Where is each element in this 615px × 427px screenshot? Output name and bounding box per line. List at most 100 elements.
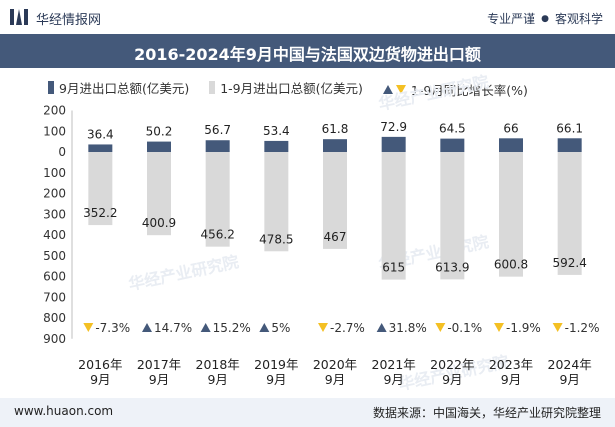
- chart-legend: 9月进出口总额(亿美元) 1-9月进出口总额(亿美元) 1-9月同比增长率(%): [48, 78, 544, 99]
- legend-label-monthly: 9月进出口总额(亿美元): [59, 81, 190, 96]
- growth-label: -1.9%: [506, 321, 541, 335]
- data-label-cumulative: 615: [382, 261, 405, 275]
- footer-source: 数据来源：中国海关，华经产业研究院整理: [372, 406, 601, 420]
- data-label-monthly: 72.9: [380, 120, 407, 134]
- data-label-cumulative: 456.2: [200, 228, 234, 242]
- bar-cumulative: [440, 152, 465, 280]
- data-label-cumulative: 592.4: [552, 256, 586, 270]
- bar-cumulative: [88, 152, 113, 226]
- legend-item-growth: 1-9月同比增长率(%): [382, 80, 528, 99]
- top-bar: 华经情报网 专业严谨 ● 客观科学: [0, 0, 615, 34]
- growth-marker-down: [318, 323, 328, 332]
- growth-marker-up: [200, 323, 211, 332]
- growth-label: 31.8%: [389, 321, 427, 335]
- legend-item-monthly: 9月进出口总额(亿美元): [48, 78, 189, 97]
- data-label-cumulative: 600.8: [494, 258, 528, 272]
- bar-monthly: [381, 136, 406, 152]
- x-category-label: 9月: [501, 372, 521, 387]
- x-category-label: 9月: [266, 372, 286, 387]
- y-tick-label: 200: [43, 187, 66, 201]
- growth-marker-down: [83, 323, 94, 332]
- watermark-text: 华经产业研究院: [377, 72, 491, 114]
- triangle-down-icon: [395, 85, 406, 94]
- y-tick-label: 200: [43, 104, 66, 118]
- data-label-cumulative: 400.9: [142, 216, 176, 230]
- tagline-right: 客观科学: [554, 12, 603, 26]
- growth-marker-down: [435, 323, 446, 332]
- growth-label: 15.2%: [213, 321, 251, 335]
- growth-label: -2.7%: [330, 321, 365, 335]
- growth-label: 5%: [271, 321, 290, 335]
- growth-label: 14.7%: [154, 321, 192, 335]
- x-category-label: 2020年: [313, 357, 357, 372]
- bar-monthly: [499, 138, 523, 152]
- y-tick-label: 600: [43, 270, 66, 284]
- growth-marker-up: [142, 323, 152, 332]
- data-label-monthly: 66.1: [556, 121, 583, 135]
- x-category-label: 9月: [383, 372, 403, 387]
- growth-label: -7.3%: [95, 321, 130, 335]
- x-category-label: 2022年: [430, 357, 474, 372]
- tagline: 专业严谨 ● 客观科学: [487, 10, 603, 27]
- bar-cumulative: [205, 152, 230, 247]
- y-tick-label: 800: [43, 311, 66, 325]
- x-category-label: 9月: [559, 372, 579, 387]
- growth-label: -0.1%: [447, 321, 482, 335]
- x-category-label: 9月: [442, 372, 462, 387]
- x-category-label: 2024年: [548, 357, 592, 372]
- growth-marker-down: [552, 323, 563, 332]
- triangle-up-icon: [382, 85, 393, 94]
- data-label-cumulative: 613.9: [435, 260, 469, 274]
- bar-cumulative: [557, 152, 582, 275]
- legend-label-cumulative: 1-9月进出口总额(亿美元): [220, 81, 363, 96]
- x-category-label: 2018年: [196, 357, 240, 372]
- x-category-label: 9月: [207, 372, 227, 387]
- x-category-label: 2019年: [254, 357, 298, 372]
- bar-cumulative: [381, 152, 406, 280]
- bar-monthly: [88, 144, 113, 152]
- y-tick-label: 700: [43, 290, 66, 304]
- brand-name: 华经情报网: [36, 13, 102, 28]
- x-category-label: 9月: [90, 372, 110, 387]
- y-tick-label: 100: [43, 124, 66, 138]
- x-category-label: 9月: [325, 372, 345, 387]
- y-tick-label: 900: [43, 332, 66, 346]
- growth-marker-up: [259, 323, 270, 332]
- data-label-monthly: 53.4: [263, 124, 290, 138]
- growth-marker-down: [494, 323, 504, 332]
- title-band: 2016-2024年9月中国与法国双边货物进出口额: [0, 34, 615, 68]
- data-label-cumulative: 467: [324, 230, 347, 244]
- x-category-label: 2016年: [78, 357, 122, 372]
- data-label-cumulative: 352.2: [83, 206, 117, 220]
- footer-url: www.huaon.com: [14, 404, 114, 418]
- y-tick-label: 400: [43, 228, 66, 242]
- bar-monthly: [440, 138, 465, 152]
- bar-monthly: [323, 139, 347, 152]
- legend-swatch-monthly: [48, 81, 54, 94]
- data-label-monthly: 61.8: [322, 122, 349, 136]
- chart-title: 2016-2024年9月中国与法国双边货物进出口额: [134, 45, 481, 64]
- footer-bar: www.huaon.com 数据来源：中国海关，华经产业研究院整理: [0, 398, 615, 427]
- x-category-label: 2021年: [372, 357, 416, 372]
- chart-area: 华经产业研究院华经产业研究院华经产业研究院华经产业研究院200100010020…: [43, 72, 600, 394]
- data-label-monthly: 56.7: [204, 123, 231, 137]
- x-category-label: 2023年: [489, 357, 533, 372]
- data-label-monthly: 36.4: [87, 127, 114, 141]
- data-label-monthly: 66: [503, 121, 518, 135]
- bar-cumulative: [147, 152, 171, 236]
- growth-label: -1.2%: [565, 321, 600, 335]
- y-tick-label: 300: [43, 207, 66, 221]
- watermark-text: 华经产业研究院: [127, 252, 241, 294]
- legend-item-cumulative: 1-9月进出口总额(亿美元): [209, 78, 363, 97]
- bar-monthly: [557, 138, 582, 152]
- tagline-left: 专业严谨: [487, 12, 536, 26]
- huajing-logo-icon: [10, 9, 28, 25]
- legend-swatch-cumulative: [209, 81, 216, 94]
- legend-label-growth: 1-9月同比增长率(%): [410, 83, 528, 98]
- data-label-cumulative: 478.5: [259, 232, 293, 246]
- y-tick-label: 0: [58, 145, 66, 159]
- bar-monthly: [264, 140, 289, 152]
- bar-monthly: [147, 141, 171, 152]
- data-label-monthly: 50.2: [146, 125, 173, 139]
- bar-monthly: [205, 140, 230, 152]
